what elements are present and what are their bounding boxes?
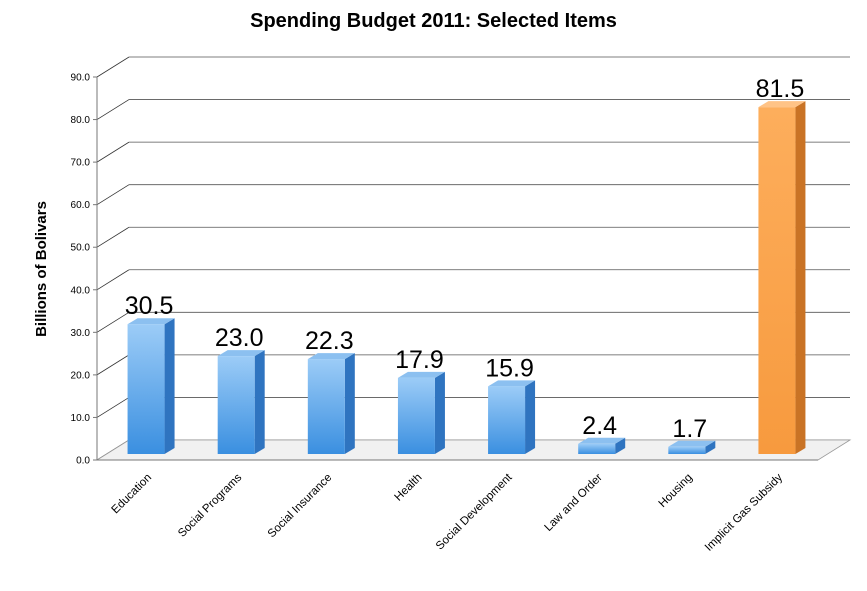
bar-top	[578, 437, 626, 444]
bar-front	[307, 359, 345, 454]
bar-front	[668, 446, 706, 454]
bar-front	[127, 324, 165, 454]
x-tick-label: Social Programs	[176, 471, 244, 539]
y-tick-label: 0.0	[76, 456, 90, 467]
bar-front	[397, 377, 435, 454]
bar-top	[307, 353, 355, 360]
y-tick-label: 70.0	[71, 158, 91, 169]
bar-top	[127, 318, 175, 325]
axes: 0.0 10.0 20.0 30.0 40.0 50.0 60.0 70.0 80.0 90.0 B…	[33, 73, 852, 467]
bar-social-insurance	[307, 353, 355, 454]
bar-top	[217, 350, 265, 357]
x-tick-label: Social Insurance	[266, 472, 335, 541]
y-tick-label: 10.0	[71, 413, 91, 424]
x-tick-label: Housing	[657, 472, 695, 510]
bar-social-programs	[217, 350, 265, 454]
y-tick-label: 80.0	[71, 115, 91, 126]
data-label: 1.7	[672, 415, 707, 443]
gridline-diag	[96, 226, 130, 248]
x-tick-label: Implicit Gas Subsidy	[703, 471, 785, 553]
bar-education	[127, 318, 175, 454]
bar-social-development	[488, 380, 536, 454]
bar-top	[397, 371, 445, 378]
y-tick-label: 90.0	[71, 73, 91, 84]
chart-title: Spending Budget 2011: Selected Items	[250, 10, 617, 32]
x-tick-label: Health	[393, 472, 425, 504]
y-axis-label: Billions of Bolivars	[33, 201, 50, 337]
bar-front	[488, 386, 526, 454]
bar-side	[164, 318, 175, 454]
bar-side	[705, 440, 716, 454]
bar-side	[525, 380, 536, 454]
bar-top	[488, 380, 536, 387]
gridline-diag	[96, 397, 130, 418]
x-tick-label: Social Development	[434, 471, 515, 552]
data-label: 23.0	[215, 324, 264, 352]
x-tick-label: Law and Order	[543, 472, 605, 534]
bar-front	[578, 443, 616, 454]
y-tick-label: 20.0	[71, 370, 91, 381]
bar-top	[668, 440, 716, 447]
y-tick-label: 30.0	[71, 328, 91, 339]
bar-top	[758, 101, 806, 108]
gridline-diag	[96, 311, 130, 333]
chart-floor	[95, 439, 852, 461]
gridline-diag	[96, 141, 130, 163]
bar-front	[217, 356, 255, 454]
bar-implicit-gas-subsidy	[758, 101, 806, 454]
bar-side	[254, 350, 265, 454]
data-label: 22.3	[305, 327, 354, 355]
y-tick-label: 40.0	[71, 285, 91, 296]
gridline-diag	[96, 184, 130, 206]
gridline-diag	[96, 99, 130, 120]
data-label: 81.5	[756, 75, 805, 103]
bar-side	[795, 101, 806, 454]
bar-side	[344, 353, 355, 454]
data-label: 30.5	[125, 292, 174, 320]
x-tick-label: Education	[110, 472, 155, 517]
gridlines	[96, 56, 850, 461]
gridline-diag	[96, 56, 130, 78]
data-label: 2.4	[582, 412, 617, 440]
y-tick-label: 60.0	[71, 200, 91, 211]
gridline-diag	[96, 269, 130, 291]
bar-front	[758, 107, 796, 454]
bar-side	[615, 437, 626, 454]
bars	[127, 101, 806, 454]
y-tick-label: 50.0	[71, 243, 91, 254]
bar-health	[397, 371, 445, 454]
bar-side	[434, 371, 445, 454]
bar-law-and-order	[578, 437, 626, 454]
data-label: 15.9	[485, 354, 534, 382]
gridline-diag	[96, 354, 130, 376]
bar-housing	[668, 440, 716, 454]
data-label: 17.9	[395, 346, 444, 374]
labels: 30.5 Education 23.0 Social Programs 22.3 Soci…	[110, 75, 805, 554]
